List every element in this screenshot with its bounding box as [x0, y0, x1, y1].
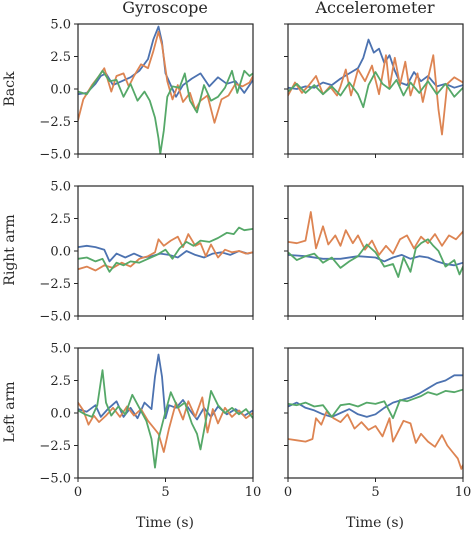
panel-right-arm-gyroscope: −5.0 −2.5 0.0 2.5 5.0 — [39, 180, 254, 325]
y-tick-label: 2.5 — [50, 374, 71, 389]
x-tick-label: 10 — [455, 485, 471, 500]
panel-left-arm-gyroscope-series-3 — [78, 369, 253, 469]
panel-back-gyroscope-series-2 — [78, 30, 253, 124]
y-tick-label: −2.5 — [39, 115, 71, 130]
panel-left-arm-gyroscope-series-1 — [78, 353, 253, 421]
panel-left-arm-accelerometer: 0 5 10 — [284, 347, 471, 500]
row-label-left-arm: Left arm — [2, 381, 18, 442]
panel-left-arm-accelerometer-series-2 — [288, 410, 463, 470]
y-tick-label: 0.0 — [50, 245, 71, 260]
column-title-gyroscope: Gyroscope — [122, 0, 208, 17]
y-tick-label: 0.0 — [50, 407, 71, 422]
panel-right-arm-gyroscope-series-3 — [78, 226, 253, 273]
y-tick-label: −2.5 — [39, 277, 71, 292]
y-tick-label: −5.0 — [39, 148, 71, 163]
panel-right-arm-accelerometer-frame — [287, 185, 464, 317]
x-axis-label-gyroscope: Time (s) — [136, 515, 194, 531]
panel-left-arm-gyroscope: −5.0 −2.5 0.0 2.5 5.0 0 5 10 — [39, 342, 261, 501]
x-tick-label: 0 — [284, 485, 292, 500]
y-tick-label: 5.0 — [50, 18, 71, 33]
panels-group: −5.0 −2.5 0.0 2.5 5.0 −5.0 −2.5 0.0 2.5 5.0 −5.0 −2… — [39, 18, 471, 501]
panel-left-arm-accelerometer-series-3 — [288, 388, 463, 420]
panel-left-arm-accelerometer-frame — [287, 347, 464, 479]
x-tick-label: 0 — [74, 485, 82, 500]
panel-back-accelerometer-series-3 — [288, 71, 463, 109]
y-tick-label: 5.0 — [50, 180, 71, 195]
x-tick-label: 5 — [371, 485, 379, 500]
panel-right-arm-accelerometer-series-2 — [288, 211, 463, 256]
y-tick-label: 2.5 — [50, 212, 71, 227]
y-tick-label: −2.5 — [39, 439, 71, 454]
y-tick-label: 5.0 — [50, 342, 71, 357]
y-tick-label: 0.0 — [50, 83, 71, 98]
column-title-accelerometer: Accelerometer — [315, 0, 435, 17]
y-tick-label: −5.0 — [39, 310, 71, 325]
y-tick-label: 2.5 — [50, 50, 71, 65]
panel-back-gyroscope-series-3 — [78, 69, 253, 154]
panel-right-arm-gyroscope-series-2 — [78, 233, 253, 272]
x-tick-label: 5 — [161, 485, 169, 500]
panel-back-gyroscope-frame — [77, 23, 254, 155]
panel-back-gyroscope-series-1 — [78, 25, 253, 98]
panel-right-arm-gyroscope-series-1 — [78, 244, 253, 263]
panel-right-arm-accelerometer-series-1 — [288, 254, 463, 267]
panel-left-arm-accelerometer-series-1 — [288, 374, 463, 418]
panel-back-accelerometer — [284, 23, 464, 158]
panel-right-arm-accelerometer-series-3 — [288, 238, 463, 278]
x-axis-label-accelerometer: Time (s) — [346, 515, 404, 531]
panel-left-arm-gyroscope-series-2 — [78, 396, 253, 453]
panel-back-accelerometer-series-2 — [288, 54, 463, 136]
panel-back-gyroscope: −5.0 −2.5 0.0 2.5 5.0 — [39, 18, 254, 163]
panel-right-arm-accelerometer — [284, 185, 464, 320]
x-tick-label: 10 — [245, 485, 262, 500]
row-label-back: Back — [2, 71, 18, 106]
y-tick-label: −5.0 — [39, 472, 71, 487]
row-label-right-arm: Right arm — [2, 214, 18, 285]
